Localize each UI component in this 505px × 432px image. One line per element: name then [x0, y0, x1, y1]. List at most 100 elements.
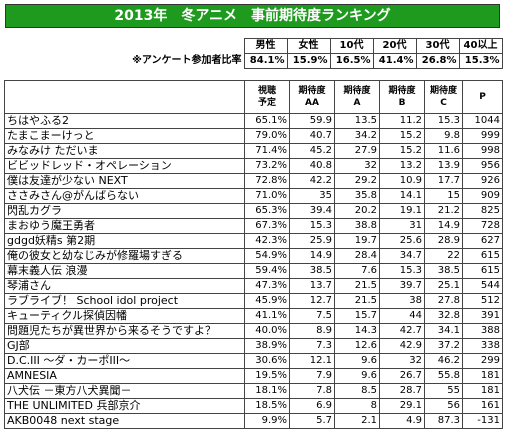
value-cell: 34.1: [424, 323, 463, 339]
value-cell: 44: [379, 308, 425, 324]
title-cell: gdgd妖精s 第2期: [4, 233, 245, 249]
data-row: みなみけ ただいま 71.4% 45.2 27.9 15.2 11.6 998: [4, 143, 503, 159]
value-cell: 55: [424, 383, 463, 399]
value-cell: 26.7: [379, 368, 425, 384]
value-cell: 42.2: [289, 173, 335, 189]
title-cell: ラブライブ！ School idol project: [4, 293, 245, 309]
value-cell: 38.8: [334, 218, 380, 234]
value-cell: 22: [424, 248, 463, 264]
value-cell: 30.6%: [244, 353, 290, 369]
header-cell: 女性: [286, 38, 331, 54]
header-cell: 期待度 A: [334, 80, 380, 114]
value-cell: 19.7: [334, 233, 380, 249]
ranking-table: 視聴 予定 期待度 AA 期待度 A 期待度 B 期待度 C P ちはやふる2 65.1% 59…: [4, 80, 503, 429]
header-cell: 男性: [243, 38, 288, 54]
value-cell: 28.4: [334, 248, 380, 264]
value-cell: 11.2: [379, 113, 425, 129]
value-cell: 39.4: [289, 203, 335, 219]
value-cell: 9.6: [334, 353, 380, 369]
data-row: ささみさん@がんばらない 71.0% 35 35.8 14.1 15 909: [4, 188, 503, 204]
value-cell: 34.2: [334, 128, 380, 144]
value-cell: 65.3%: [244, 203, 290, 219]
value-cell: 72.8%: [244, 173, 290, 189]
title-cell: 俺の彼女と幼なじみが修羅場すぎる: [4, 248, 245, 264]
value-cell: 299: [462, 353, 503, 369]
value-cell: 19.1: [379, 203, 425, 219]
value-cell: 38: [379, 293, 425, 309]
value-cell: 7.8: [289, 383, 335, 399]
value-cell: 42.9: [379, 338, 425, 354]
value-cell: 28.9: [424, 233, 463, 249]
value-cell: 38.9%: [244, 338, 290, 354]
data-row: AKB0048 next stage 9.9% 5.7 2.1 4.9 87.3 -131: [4, 413, 503, 429]
title-cell: 問題児たちが異世界から来るそうですよ？: [4, 323, 245, 339]
value-cell: 67.3%: [244, 218, 290, 234]
value-cell: 8.9: [289, 323, 335, 339]
value-cell: 15.3%: [458, 53, 503, 69]
value-cell: 181: [462, 383, 503, 399]
title-cell: 閃乱カグラ: [4, 203, 245, 219]
value-cell: 7.9: [289, 368, 335, 384]
value-cell: 8.5: [334, 383, 380, 399]
data-row: 僕は友達が少ない NEXT 72.8% 42.2 29.2 10.9 17.7 926: [4, 173, 503, 189]
value-cell: 15.2: [379, 128, 425, 144]
value-cell: 10.9: [379, 173, 425, 189]
value-cell: 37.2: [424, 338, 463, 354]
value-cell: 42.7: [379, 323, 425, 339]
data-row: ラブライブ！ School idol project 45.9% 12.7 21.5 3…: [4, 293, 503, 309]
value-cell: 47.3%: [244, 278, 290, 294]
value-cell: 9.6: [334, 368, 380, 384]
value-cell: 15.2: [379, 143, 425, 159]
value-cell: 9.9%: [244, 413, 290, 429]
data-row: gdgd妖精s 第2期 42.3% 25.9 19.7 25.6 28.9 627: [4, 233, 503, 249]
value-row: ※アンケート参加者比率 84.1% 15.9% 16.5% 41.4% 26.8% 15.3…: [90, 53, 503, 69]
title-cell: 幕末義人伝 浪漫: [4, 263, 245, 279]
value-cell: 15: [424, 188, 463, 204]
value-cell: 59.9: [289, 113, 335, 129]
title-cell: 琴浦さん: [4, 278, 245, 294]
value-cell: 7.6: [334, 263, 380, 279]
value-cell: 40.8: [289, 158, 335, 174]
spacer: [90, 39, 244, 54]
value-cell: 26.8%: [415, 53, 460, 69]
value-cell: 14.9: [424, 218, 463, 234]
data-row: 問題児たちが異世界から来るそうですよ？ 40.0% 8.9 14.3 42.7 34.1 3…: [4, 323, 503, 339]
header-row: 男性 女性 10代 20代 30代 40以上: [90, 38, 503, 54]
value-cell: 38.5: [289, 263, 335, 279]
value-cell: 42.3%: [244, 233, 290, 249]
data-row: D.C.III ～ダ・カーポIII～ 30.6% 12.1 9.6 32 46.2 299: [4, 353, 503, 369]
value-cell: 18.5%: [244, 398, 290, 414]
value-cell: 615: [462, 248, 503, 264]
value-cell: 35.8: [334, 188, 380, 204]
value-cell: 28.7: [379, 383, 425, 399]
row-label: ※アンケート参加者比率: [132, 55, 242, 66]
value-cell: -131: [462, 413, 503, 429]
value-cell: 13.7: [289, 278, 335, 294]
data-row: 俺の彼女と幼なじみが修羅場すぎる 54.9% 14.9 28.4 34.7 22 615: [4, 248, 503, 264]
value-cell: 87.3: [424, 413, 463, 429]
value-cell: 40.7: [289, 128, 335, 144]
header-cell: 視聴 予定: [244, 80, 290, 114]
value-cell: 27.9: [334, 143, 380, 159]
data-row: THE UNLIMITED 兵部京介 18.5% 6.9 8 29.1 56 161: [4, 398, 503, 414]
title-cell: みなみけ ただいま: [4, 143, 245, 159]
value-cell: 18.1%: [244, 383, 290, 399]
value-cell: 19.5%: [244, 368, 290, 384]
value-cell: 13.9: [424, 158, 463, 174]
value-cell: 17.7: [424, 173, 463, 189]
value-cell: 56: [424, 398, 463, 414]
value-cell: 29.1: [379, 398, 425, 414]
title-cell: THE UNLIMITED 兵部京介: [4, 398, 245, 414]
value-cell: 909: [462, 188, 503, 204]
value-cell: 71.4%: [244, 143, 290, 159]
data-row: まおゆう魔王勇者 67.3% 15.3 38.8 31 14.9 728: [4, 218, 503, 234]
value-cell: 45.2: [289, 143, 335, 159]
value-cell: 14.9: [289, 248, 335, 264]
value-cell: 54.9%: [244, 248, 290, 264]
value-cell: 338: [462, 338, 503, 354]
value-cell: 38.5: [424, 263, 463, 279]
header-cell: 期待度 C: [424, 80, 463, 114]
value-cell: 29.2: [334, 173, 380, 189]
value-cell: 16.5%: [329, 53, 374, 69]
